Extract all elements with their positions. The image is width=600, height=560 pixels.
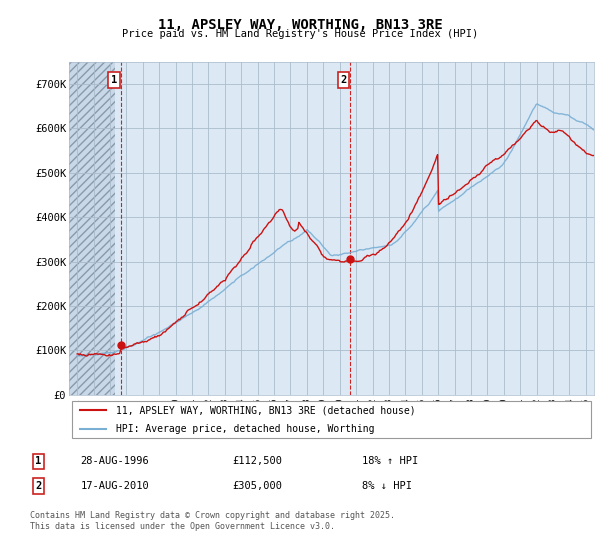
Text: 1: 1 (111, 75, 117, 85)
Text: 8% ↓ HPI: 8% ↓ HPI (362, 481, 412, 491)
Text: £112,500: £112,500 (233, 456, 283, 466)
Text: 28-AUG-1996: 28-AUG-1996 (80, 456, 149, 466)
Text: Price paid vs. HM Land Registry's House Price Index (HPI): Price paid vs. HM Land Registry's House … (122, 29, 478, 39)
Bar (69, 62, 115, 395)
Text: £305,000: £305,000 (233, 481, 283, 491)
Text: 11, APSLEY WAY, WORTHING, BN13 3RE: 11, APSLEY WAY, WORTHING, BN13 3RE (158, 18, 442, 32)
Text: 2: 2 (35, 481, 41, 491)
Text: 1: 1 (35, 456, 41, 466)
Text: HPI: Average price, detached house, Worthing: HPI: Average price, detached house, Wort… (116, 424, 375, 433)
Text: 17-AUG-2010: 17-AUG-2010 (80, 481, 149, 491)
FancyBboxPatch shape (71, 401, 592, 438)
Text: Contains HM Land Registry data © Crown copyright and database right 2025.
This d: Contains HM Land Registry data © Crown c… (29, 511, 395, 531)
Text: 11, APSLEY WAY, WORTHING, BN13 3RE (detached house): 11, APSLEY WAY, WORTHING, BN13 3RE (deta… (116, 405, 416, 415)
Text: 18% ↑ HPI: 18% ↑ HPI (362, 456, 419, 466)
Text: 2: 2 (341, 75, 347, 85)
